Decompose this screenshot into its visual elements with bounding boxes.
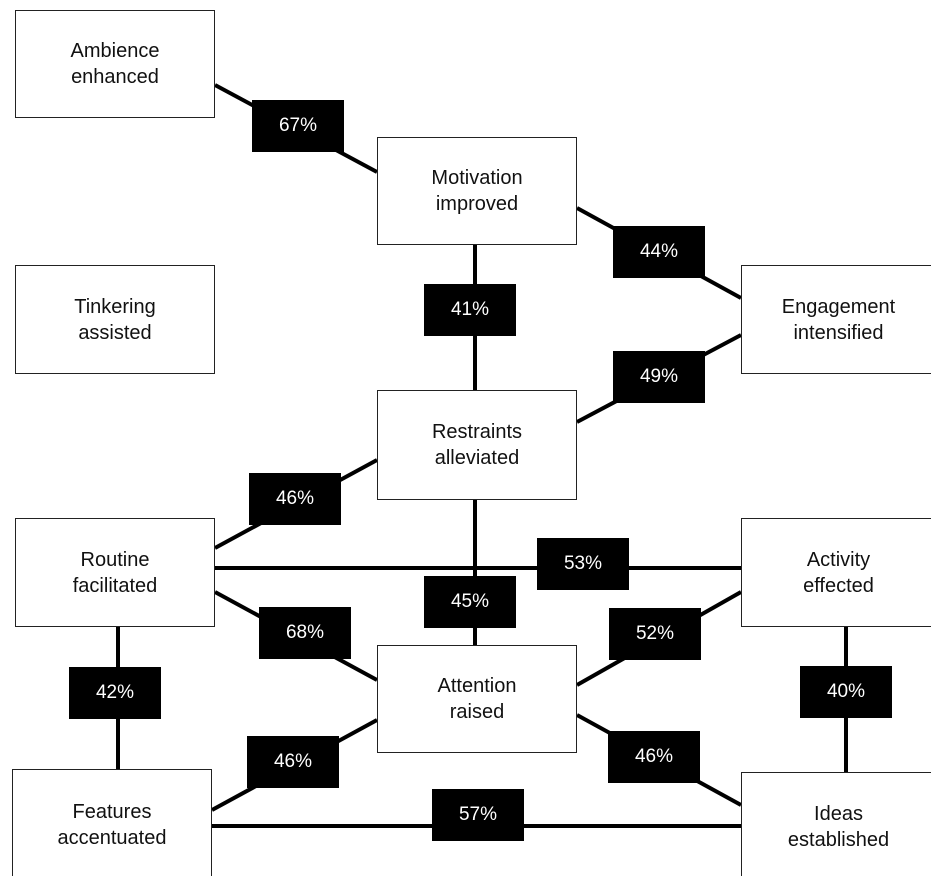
node-label: improved (435, 193, 519, 215)
node-label: accentuated (57, 827, 167, 849)
edge-label: 68% (259, 607, 351, 659)
edge-label: 46% (608, 731, 700, 783)
edge-label: 45% (424, 576, 516, 628)
edge-label: 67% (252, 100, 344, 152)
node-label: Attention (437, 675, 517, 697)
node-label: enhanced (71, 66, 159, 88)
node: Tinkering assisted (15, 265, 215, 374)
node-label: Engagement (781, 295, 896, 318)
node-label: alleviated (434, 447, 520, 469)
node-label: Restraints (431, 421, 523, 443)
edge-label: 40% (800, 666, 892, 718)
node-label: raised (449, 701, 505, 723)
node: Attention raised (377, 645, 577, 753)
edge-label: 41% (424, 284, 516, 336)
node-label: Ambience (70, 40, 160, 62)
node: Routine facilitated (15, 518, 215, 627)
node-label: Tinkering (74, 295, 156, 318)
node-label: assisted (78, 321, 152, 344)
node-label: intensified (793, 321, 884, 344)
edge-label: 52% (609, 608, 701, 660)
node-label: Routine (80, 548, 150, 571)
edge-label: 49% (613, 351, 705, 403)
node-label: effected (803, 574, 874, 597)
node: Ambience enhanced (15, 10, 215, 118)
node-label: facilitated (72, 574, 158, 597)
node: Ideas established (741, 772, 931, 876)
node: Motivation improved (377, 137, 577, 245)
edge-label: 53% (537, 538, 629, 590)
node: Engagement intensified (741, 265, 931, 374)
node-label: Motivation (431, 167, 523, 189)
edge-label: 44% (613, 226, 705, 278)
node-label: established (787, 828, 890, 851)
node: Restraints alleviated (377, 390, 577, 500)
edge-label: 42% (69, 667, 161, 719)
edge-label: 46% (249, 473, 341, 525)
edge-label: 57% (432, 789, 524, 841)
node-label: Features (72, 801, 152, 823)
edge-label: 46% (247, 736, 339, 788)
node-label: Ideas (814, 802, 863, 825)
node: Features accentuated (12, 769, 212, 876)
node-label: Activity (806, 548, 871, 571)
node: Activity effected (741, 518, 931, 627)
